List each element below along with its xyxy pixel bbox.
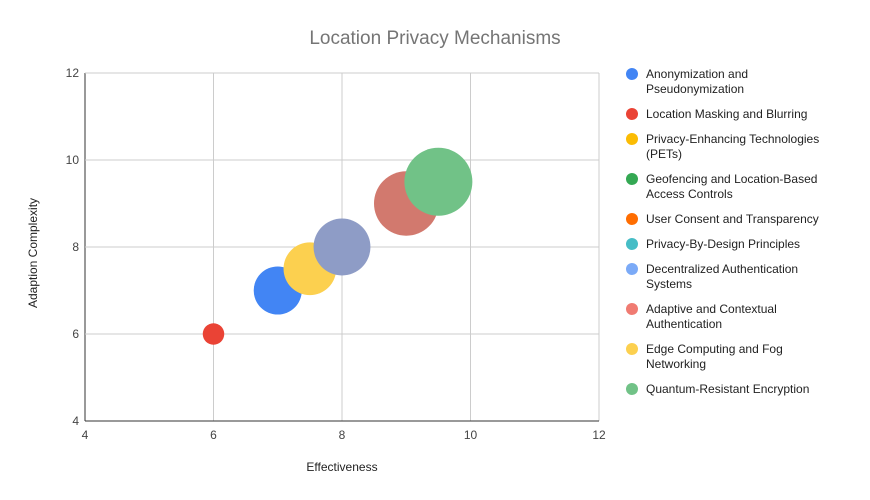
legend-label-line: Geofencing and Location-Based xyxy=(646,172,817,186)
legend-label-line: Access Controls xyxy=(646,187,733,201)
legend-label: Privacy-By-Design Principles xyxy=(646,237,800,251)
legend-marker xyxy=(626,383,638,395)
legend: Anonymization and Pseudonymization Locatio… xyxy=(626,67,819,396)
x-tick-label: 4 xyxy=(82,428,89,442)
y-tick-label: 10 xyxy=(66,153,80,167)
legend-label: Location Masking and Blurring xyxy=(646,107,807,121)
y-axis-label: Adaption Complexity xyxy=(26,198,40,308)
tick-labels: 4 6 8 10 12 4 6 8 10 12 xyxy=(66,66,606,442)
x-tick-label: 6 xyxy=(210,428,217,442)
legend-label-line: Anonymization and xyxy=(646,67,748,81)
legend-label-line: Networking xyxy=(646,357,706,371)
y-tick-label: 8 xyxy=(72,240,79,254)
bubble-point[interactable] xyxy=(202,323,225,345)
chart-title: Location Privacy Mechanisms xyxy=(309,28,560,49)
x-axis-label: Effectiveness xyxy=(306,460,377,474)
legend-marker xyxy=(626,303,638,315)
legend-label-line: Systems xyxy=(646,277,692,291)
legend-label-line: Decentralized Authentication xyxy=(646,262,798,276)
y-tick-label: 12 xyxy=(66,66,80,80)
y-tick-label: 4 xyxy=(72,414,79,428)
legend-label: Anonymization and Pseudonymization xyxy=(646,67,748,96)
legend-marker xyxy=(626,173,638,185)
legend-marker xyxy=(626,68,638,80)
legend-label-line: Location Masking and Blurring xyxy=(646,107,807,121)
x-tick-label: 8 xyxy=(339,428,346,442)
legend-marker xyxy=(626,263,638,275)
legend-label-line: User Consent and Transparency xyxy=(646,212,819,226)
bubble-point[interactable] xyxy=(404,147,473,216)
legend-label: Geofencing and Location-Based Access Cont… xyxy=(646,172,817,201)
legend-label: Edge Computing and Fog Networking xyxy=(646,342,783,371)
legend-label: User Consent and Transparency xyxy=(646,212,819,226)
legend-label: Quantum-Resistant Encryption xyxy=(646,382,809,396)
legend-label-line: Authentication xyxy=(646,317,722,331)
legend-label-line: Pseudonymization xyxy=(646,82,744,96)
legend-marker xyxy=(626,238,638,250)
legend-marker xyxy=(626,133,638,145)
grid-lines xyxy=(84,72,600,422)
legend-label-line: Privacy-By-Design Principles xyxy=(646,237,800,251)
legend-label-line: Quantum-Resistant Encryption xyxy=(646,382,809,396)
y-tick-label: 6 xyxy=(72,327,79,341)
bubbles xyxy=(202,147,473,345)
legend-label-line: Adaptive and Contextual xyxy=(646,302,777,316)
legend-label-line: Edge Computing and Fog xyxy=(646,342,783,356)
legend-label: Adaptive and Contextual Authentication xyxy=(646,302,777,331)
x-tick-label: 10 xyxy=(464,428,478,442)
legend-marker xyxy=(626,108,638,120)
x-tick-label: 12 xyxy=(592,428,606,442)
legend-marker xyxy=(626,213,638,225)
legend-label: Privacy-Enhancing Technologies (PETs) xyxy=(646,132,819,161)
legend-label: Decentralized Authentication Systems xyxy=(646,262,798,291)
legend-marker xyxy=(626,343,638,355)
bubble-point[interactable] xyxy=(313,218,371,276)
legend-label-line: (PETs) xyxy=(646,147,682,161)
legend-label-line: Privacy-Enhancing Technologies xyxy=(646,132,819,146)
